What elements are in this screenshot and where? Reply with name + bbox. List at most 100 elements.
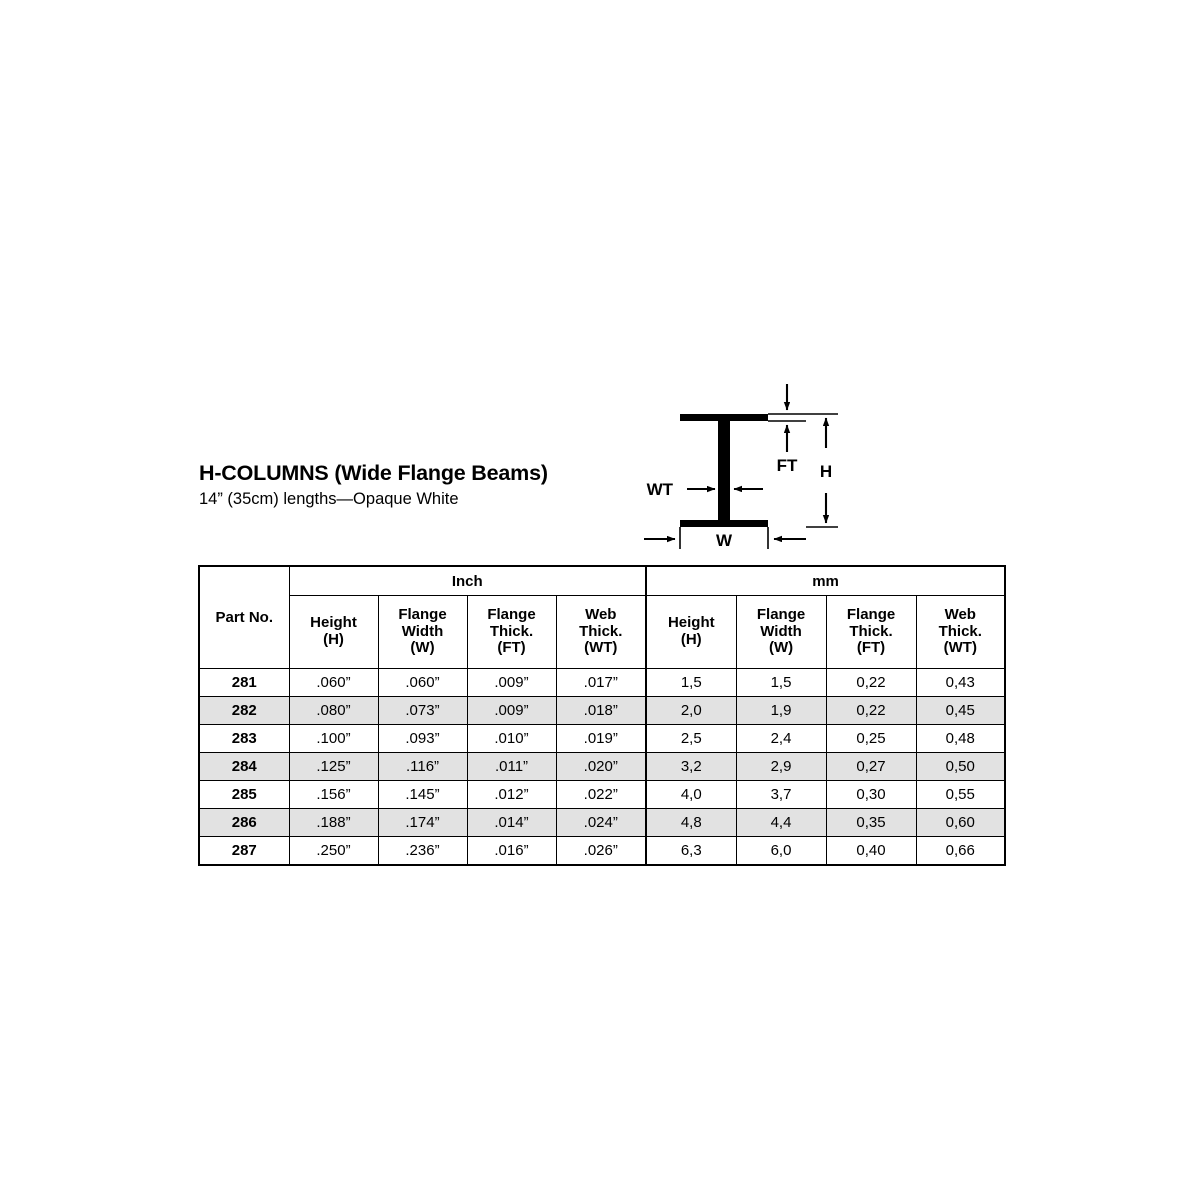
cell-inch-flange-width: .145” <box>377 780 468 809</box>
header-line-2: Thick. <box>938 622 982 640</box>
table-row: 283.100” .093” .010” .019” 2,5 2,4 0,25 0,48 <box>198 724 1006 753</box>
cell-inch-flange-width: .116” <box>377 752 468 781</box>
cell-mm-flange-width: 3,7 <box>735 780 827 809</box>
cell-mm-height: 2,0 <box>645 696 737 725</box>
cell-mm-web-thick: 0,48 <box>915 724 1006 753</box>
table-group-header-row: Part No. Inch mm <box>198 565 1006 669</box>
header-line-1: Height <box>667 614 715 632</box>
cell-inch-height: .188” <box>288 808 379 837</box>
header-line-3: (WT) <box>943 639 977 657</box>
h-dimension <box>806 413 838 528</box>
column-header-mm-flange-width: Flange Width (W) <box>735 595 827 669</box>
cell-part-no: 283 <box>198 724 290 753</box>
cell-inch-flange-width: .093” <box>377 724 468 753</box>
cell-inch-flange-width: .236” <box>377 836 468 866</box>
column-header-mm-flange-thick: Flange Thick. (FT) <box>825 595 917 669</box>
cell-inch-height: .080” <box>288 696 379 725</box>
cell-inch-web-thick: .022” <box>555 780 647 809</box>
cell-inch-flange-width: .174” <box>377 808 468 837</box>
group-header-mm: mm <box>645 565 1006 596</box>
cell-mm-height: 3,2 <box>645 752 737 781</box>
table-row: 284.125” .116” .011” .020” 3,2 2,9 0,27 0,50 <box>198 752 1006 781</box>
cell-inch-flange-thick: .011” <box>466 752 557 781</box>
specification-table-container: Part No. Inch mm Height (H) Flange Width… <box>198 565 1007 866</box>
cell-mm-web-thick: 0,66 <box>915 836 1006 866</box>
cell-inch-flange-width: .060” <box>377 668 468 697</box>
header-line-3: (W) <box>768 639 794 657</box>
group-header-inch: Inch <box>288 565 647 596</box>
page-subtitle: 14” (35cm) lengths—Opaque White <box>199 489 459 508</box>
cell-inch-height: .156” <box>288 780 379 809</box>
cell-mm-flange-width: 2,4 <box>735 724 827 753</box>
column-header-inch-flange-width: Flange Width (W) <box>377 595 468 669</box>
cell-inch-flange-thick: .016” <box>466 836 557 866</box>
header-line-1: Flange <box>846 605 896 623</box>
column-header-inch-height: Height (H) <box>288 595 379 669</box>
header-line-1: Flange <box>487 605 536 623</box>
h-label: H <box>820 462 832 481</box>
cell-part-no: 284 <box>198 752 290 781</box>
header-line-1: Flange <box>398 605 447 623</box>
cell-mm-flange-width: 2,9 <box>735 752 827 781</box>
cell-mm-web-thick: 0,45 <box>915 696 1006 725</box>
header-line-3: (WT) <box>584 639 618 657</box>
cell-inch-flange-thick: .009” <box>466 668 557 697</box>
cell-mm-web-thick: 0,55 <box>915 780 1006 809</box>
table-column-header-row: Height (H) Flange Width (W) Flange Thick… <box>199 595 1006 669</box>
w-label: W <box>716 531 733 550</box>
cell-inch-web-thick: .017” <box>555 668 647 697</box>
cell-inch-height: .060” <box>288 668 379 697</box>
cell-inch-flange-thick: .010” <box>466 724 557 753</box>
cell-inch-height: .250” <box>288 836 379 866</box>
cell-mm-web-thick: 0,50 <box>915 752 1006 781</box>
cell-part-no: 287 <box>198 836 290 866</box>
wt-label: WT <box>647 480 674 499</box>
w-dimension <box>644 527 806 549</box>
cell-mm-height: 1,5 <box>645 668 737 697</box>
header-line-2: Width <box>401 622 444 640</box>
cell-mm-flange-width: 1,5 <box>735 668 827 697</box>
ft-dimension <box>768 384 806 452</box>
cell-part-no: 286 <box>198 808 290 837</box>
cell-mm-height: 4,0 <box>645 780 737 809</box>
table-row: 286.188” .174” .014” .024” 4,8 4,4 0,35 0,60 <box>198 808 1006 837</box>
cell-mm-flange-thick: 0,25 <box>825 724 917 753</box>
cell-mm-flange-thick: 0,40 <box>825 836 917 866</box>
cell-inch-flange-thick: .012” <box>466 780 557 809</box>
cell-inch-web-thick: .020” <box>555 752 647 781</box>
title-block: H-COLUMNS (Wide Flange Beams) 14” (35cm)… <box>199 461 719 509</box>
table-row: 281.060” .060” .009” .017” 1,5 1,5 0,22 0,43 <box>198 668 1006 697</box>
cell-part-no: 282 <box>198 696 290 725</box>
table-row: 287.250” .236” .016” .026” 6,3 6,0 0,40 0,66 <box>198 836 1006 866</box>
cell-mm-flange-width: 4,4 <box>735 808 827 837</box>
cell-mm-flange-thick: 0,22 <box>825 668 917 697</box>
cell-mm-web-thick: 0,43 <box>915 668 1006 697</box>
header-line-3: (FT) <box>856 639 886 657</box>
column-header-mm-height: Height (H) <box>645 595 737 669</box>
table-row: 285.156” .145” .012” .022” 4,0 3,7 0,30 0,55 <box>198 780 1006 809</box>
column-header-inch-flange-thick: Flange Thick. (FT) <box>466 595 557 669</box>
cell-inch-flange-thick: .014” <box>466 808 557 837</box>
table-body: 281.060” .060” .009” .017” 1,5 1,5 0,22 0,43 282… <box>198 668 1006 866</box>
header-line-2: Thick. <box>579 622 623 640</box>
cell-mm-flange-width: 1,9 <box>735 696 827 725</box>
cell-mm-flange-thick: 0,35 <box>825 808 917 837</box>
header-line-2: Thick. <box>489 622 534 640</box>
header-line-3: (FT) <box>497 639 526 657</box>
cell-mm-flange-width: 6,0 <box>735 836 827 866</box>
cell-mm-flange-thick: 0,30 <box>825 780 917 809</box>
column-header-part-no: Part No. <box>198 565 290 669</box>
cell-inch-height: .125” <box>288 752 379 781</box>
header-line-3: (H) <box>323 631 344 648</box>
ft-label: FT <box>777 456 798 475</box>
cell-mm-height: 4,8 <box>645 808 737 837</box>
header-line-2: Thick. <box>849 622 893 640</box>
cell-mm-height: 6,3 <box>645 836 737 866</box>
cell-inch-web-thick: .024” <box>555 808 647 837</box>
column-header-mm-web-thick: Web Thick. (WT) <box>915 595 1006 669</box>
header-line-3: (H) <box>680 631 702 648</box>
cell-inch-height: .100” <box>288 724 379 753</box>
beam-profile-shape <box>680 414 768 527</box>
cell-inch-web-thick: .018” <box>555 696 647 725</box>
table-row: 282.080” .073” .009” .018” 2,0 1,9 0,22 0,45 <box>198 696 1006 725</box>
